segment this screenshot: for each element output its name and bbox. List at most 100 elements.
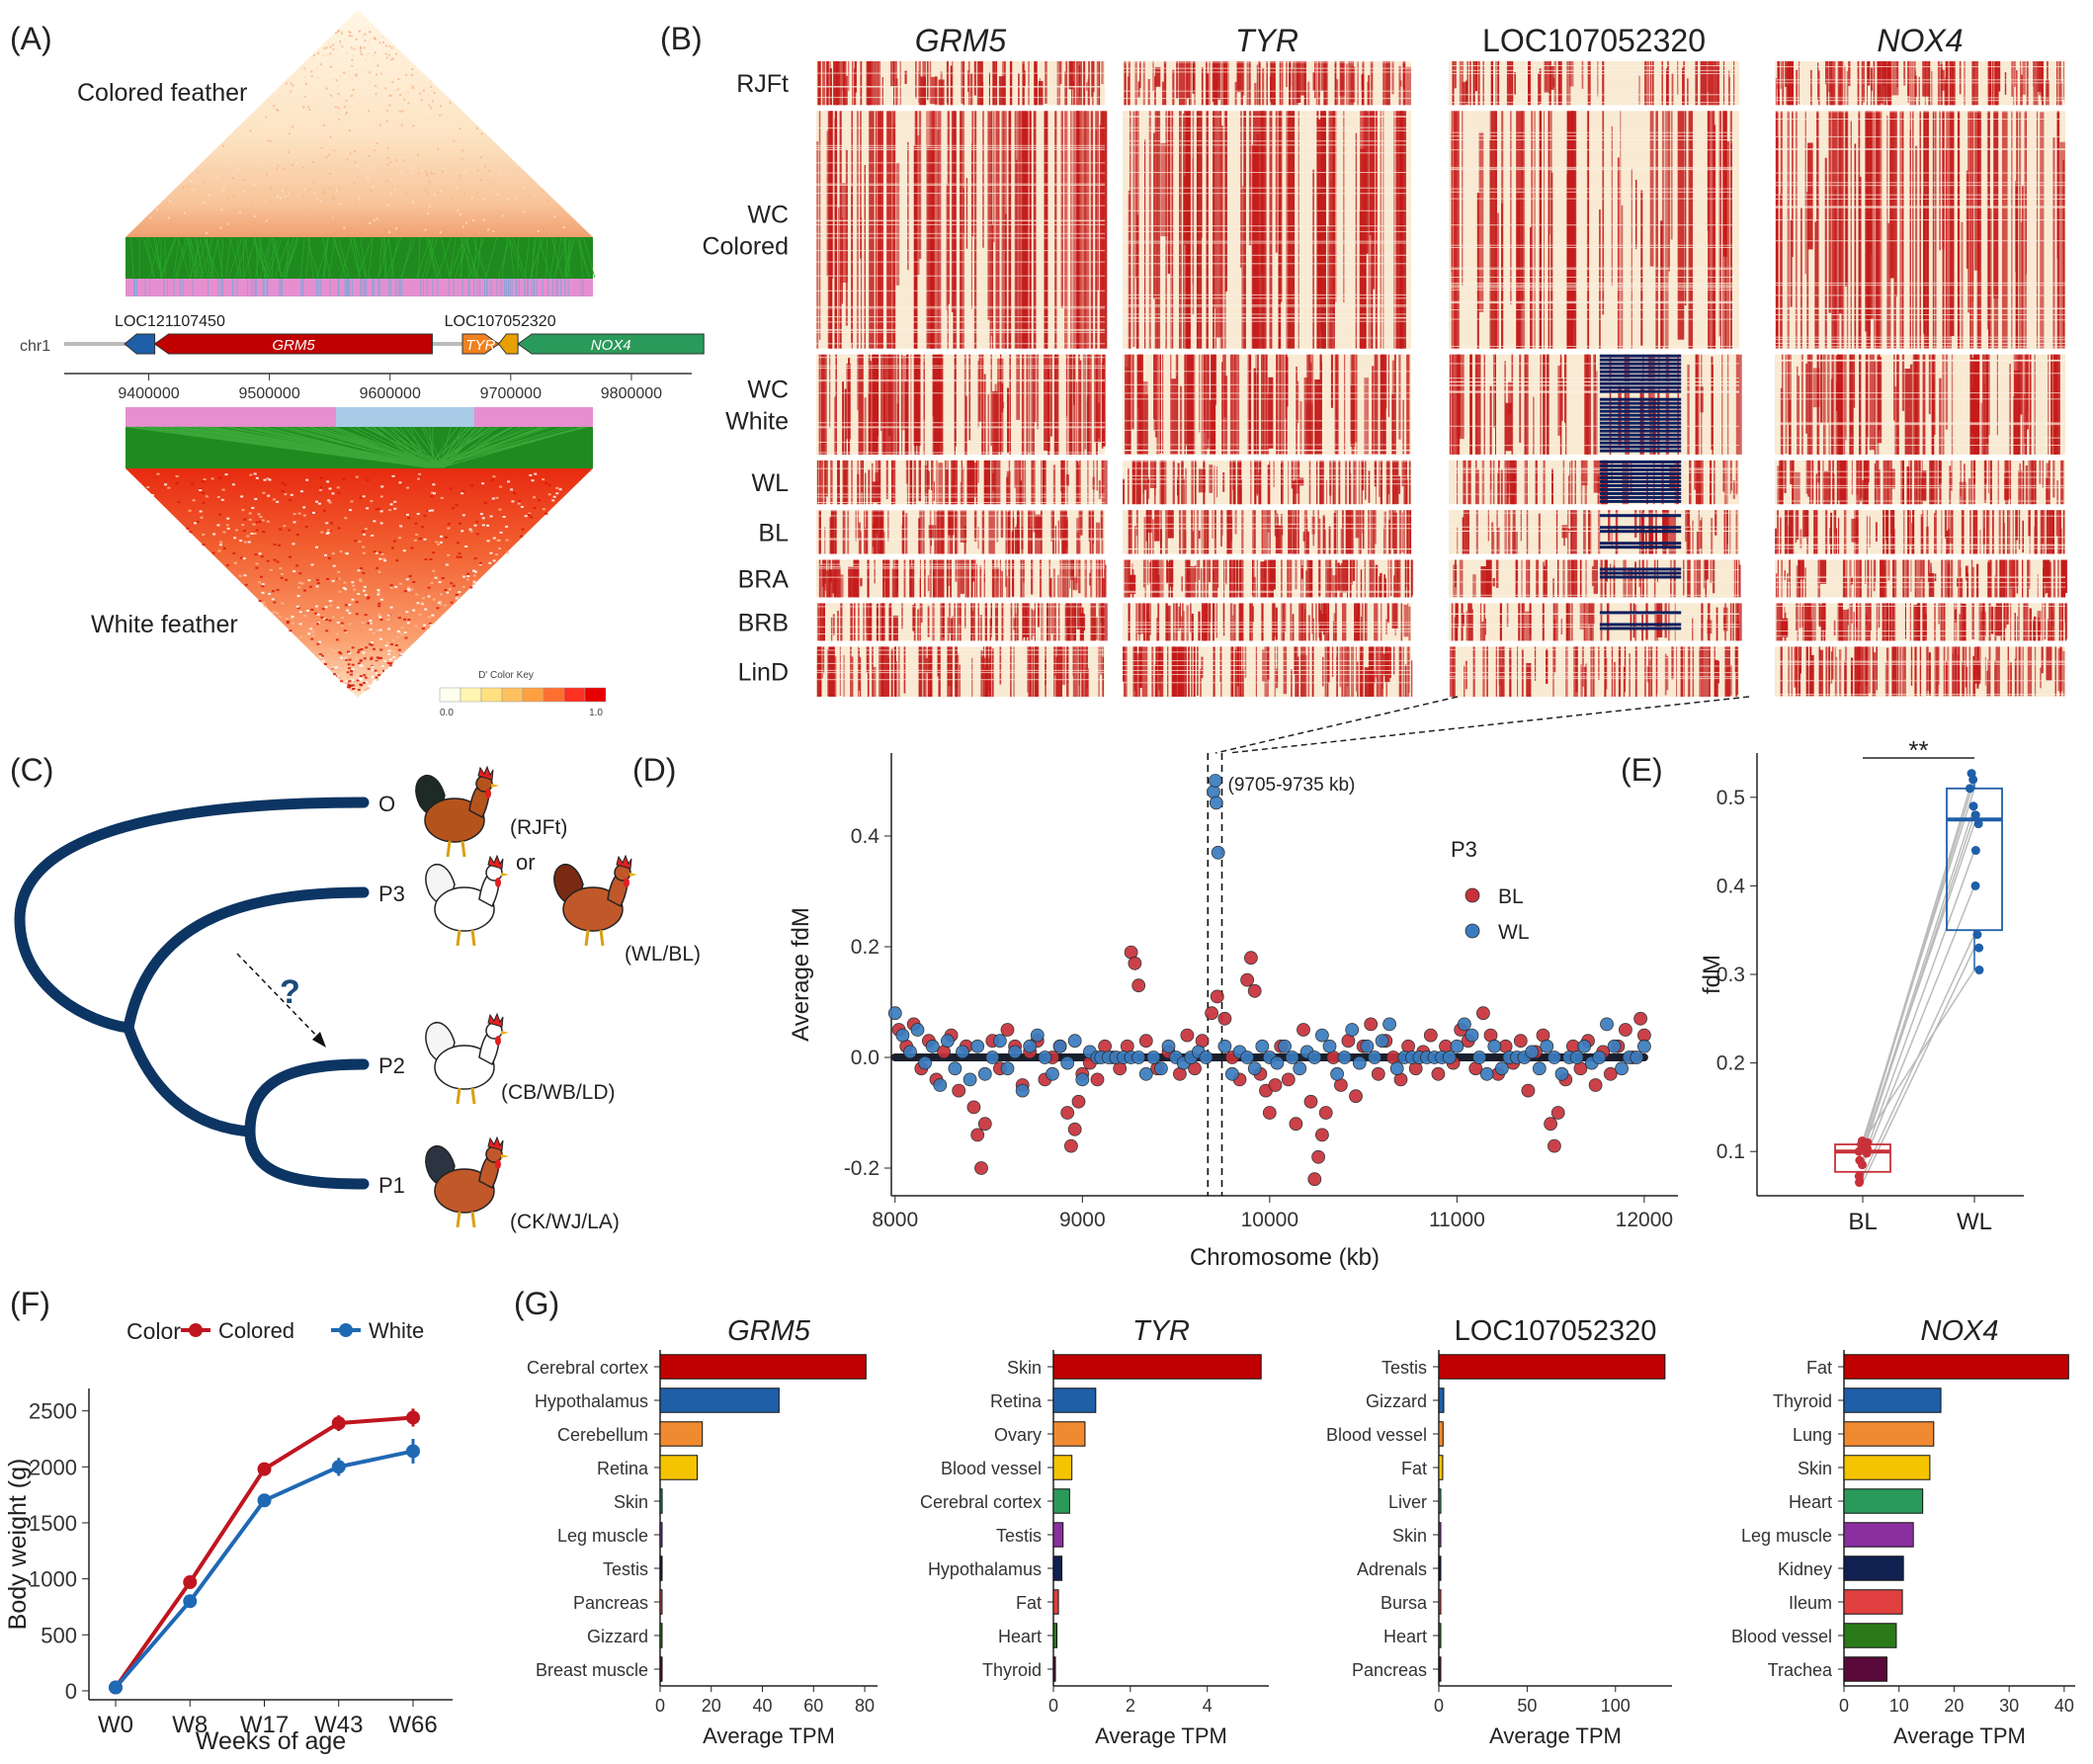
- ld-cell: [483, 501, 487, 504]
- ld-cell: [317, 51, 320, 54]
- ld-cell: [373, 647, 376, 650]
- snp-tick: [220, 279, 222, 296]
- ld-cell: [325, 85, 328, 87]
- haplotype-allele: [1983, 383, 1986, 455]
- haplotype-break: [816, 329, 1105, 331]
- haplotype-allele: [1841, 111, 1843, 349]
- ld-cell: [375, 56, 377, 59]
- haplotype-allele: [1068, 354, 1073, 455]
- ld-cell: [303, 149, 306, 152]
- ld-cell: [191, 482, 195, 485]
- ld-cell: [328, 501, 332, 504]
- ld-cell: [353, 47, 356, 50]
- haplotype-break: [1449, 391, 1739, 393]
- ld-cell: [319, 200, 322, 203]
- ld-cell: [273, 544, 277, 546]
- ld-cell: [226, 527, 230, 530]
- haplotype-allele: [951, 111, 954, 312]
- ld-cell: [344, 631, 348, 633]
- haplotype-break: [816, 633, 1105, 634]
- haplotype-break: [816, 223, 1105, 225]
- ld-cell: [531, 479, 535, 482]
- snp-link: [442, 426, 479, 468]
- haplotype-allele: [1216, 61, 1219, 88]
- ld-cell: [433, 88, 436, 91]
- ld-cell: [229, 152, 232, 155]
- haplotype-allele: [1295, 559, 1298, 590]
- haplotype-allele: [1066, 460, 1068, 505]
- haplotype-allele: [948, 111, 951, 304]
- haplotype-allele: [1828, 111, 1831, 313]
- haplotype-break: [1123, 98, 1411, 100]
- snp-tick: [217, 279, 219, 296]
- haplotype-allele: [1049, 603, 1051, 641]
- ld-cell: [253, 225, 256, 228]
- haplotype-allele: [1874, 360, 1877, 455]
- ld-cell: [324, 606, 328, 609]
- haplotype-allele: [1700, 646, 1705, 697]
- ld-cell: [330, 522, 334, 525]
- ld-cell: [289, 630, 293, 632]
- haplotype-allele: [2021, 186, 2024, 349]
- haplotype-allele: [1519, 354, 1522, 444]
- haplotype-allele: [830, 111, 833, 349]
- haplotype-allele: [833, 61, 840, 106]
- ld-cell: [366, 68, 369, 70]
- ld-cell: [357, 197, 360, 200]
- haplotype-allele: [1034, 61, 1036, 106]
- ld-cell: [277, 164, 280, 167]
- haplotype-break: [1775, 206, 2065, 208]
- ld-cell: [324, 663, 327, 665]
- haplotype-allele: [1593, 559, 1598, 594]
- ld-cell: [360, 567, 364, 569]
- haplotype-allele: [1192, 158, 1194, 284]
- haplotype-allele: [1922, 559, 1924, 598]
- ld-cell: [202, 544, 206, 546]
- snp-link: [195, 237, 204, 279]
- haplotype-allele: [1867, 61, 1871, 86]
- haplotype-allele: [950, 510, 953, 554]
- haplotype-allele: [887, 510, 889, 542]
- haplotype-allele: [1064, 111, 1068, 349]
- haplotype-allele: [1540, 111, 1543, 349]
- haplotype-allele: [1722, 61, 1725, 105]
- ld-cell: [377, 149, 379, 152]
- haplotype-allele: [1267, 464, 1271, 505]
- ld-cell: [322, 190, 325, 193]
- ld-cell: [349, 509, 352, 512]
- ld-cell: [469, 530, 473, 533]
- ld-cell: [248, 512, 252, 515]
- ld-cell: [420, 602, 424, 605]
- haplotype-allele: [891, 460, 893, 505]
- haplotype-allele: [829, 111, 832, 349]
- ld-cell: [366, 478, 370, 481]
- ld-cell: [431, 491, 434, 494]
- haplotype-allele: [1322, 515, 1325, 554]
- ld-cell: [481, 482, 485, 485]
- ld-cell: [426, 509, 430, 512]
- haplotype-allele: [1399, 80, 1402, 87]
- haplotype-allele: [1308, 354, 1314, 455]
- ld-cell: [394, 99, 397, 102]
- haplotype-allele: [1300, 61, 1305, 96]
- ld-cell: [495, 496, 499, 499]
- ld-cell: [368, 110, 371, 113]
- haplotype-allele: [1191, 646, 1193, 697]
- haplotype-break: [1449, 289, 1739, 291]
- ld-cell: [461, 225, 464, 228]
- ld-cell: [439, 114, 442, 117]
- ld-cell: [344, 71, 347, 74]
- haplotype-allele: [2018, 510, 2021, 549]
- ld-cell: [461, 585, 465, 588]
- haplotype-allele: [1132, 111, 1135, 347]
- ld-cell: [489, 219, 492, 222]
- haplotype-allele: [964, 603, 966, 629]
- haplotype-allele: [1009, 354, 1011, 455]
- haplotype-allele: [1179, 510, 1182, 554]
- haplotype-allele: [1795, 510, 1798, 544]
- ld-cell: [555, 486, 559, 489]
- snp-tick: [318, 279, 320, 296]
- haplotype-allele: [877, 460, 881, 505]
- ld-cell: [473, 557, 477, 560]
- haplotype-allele: [2064, 559, 2067, 594]
